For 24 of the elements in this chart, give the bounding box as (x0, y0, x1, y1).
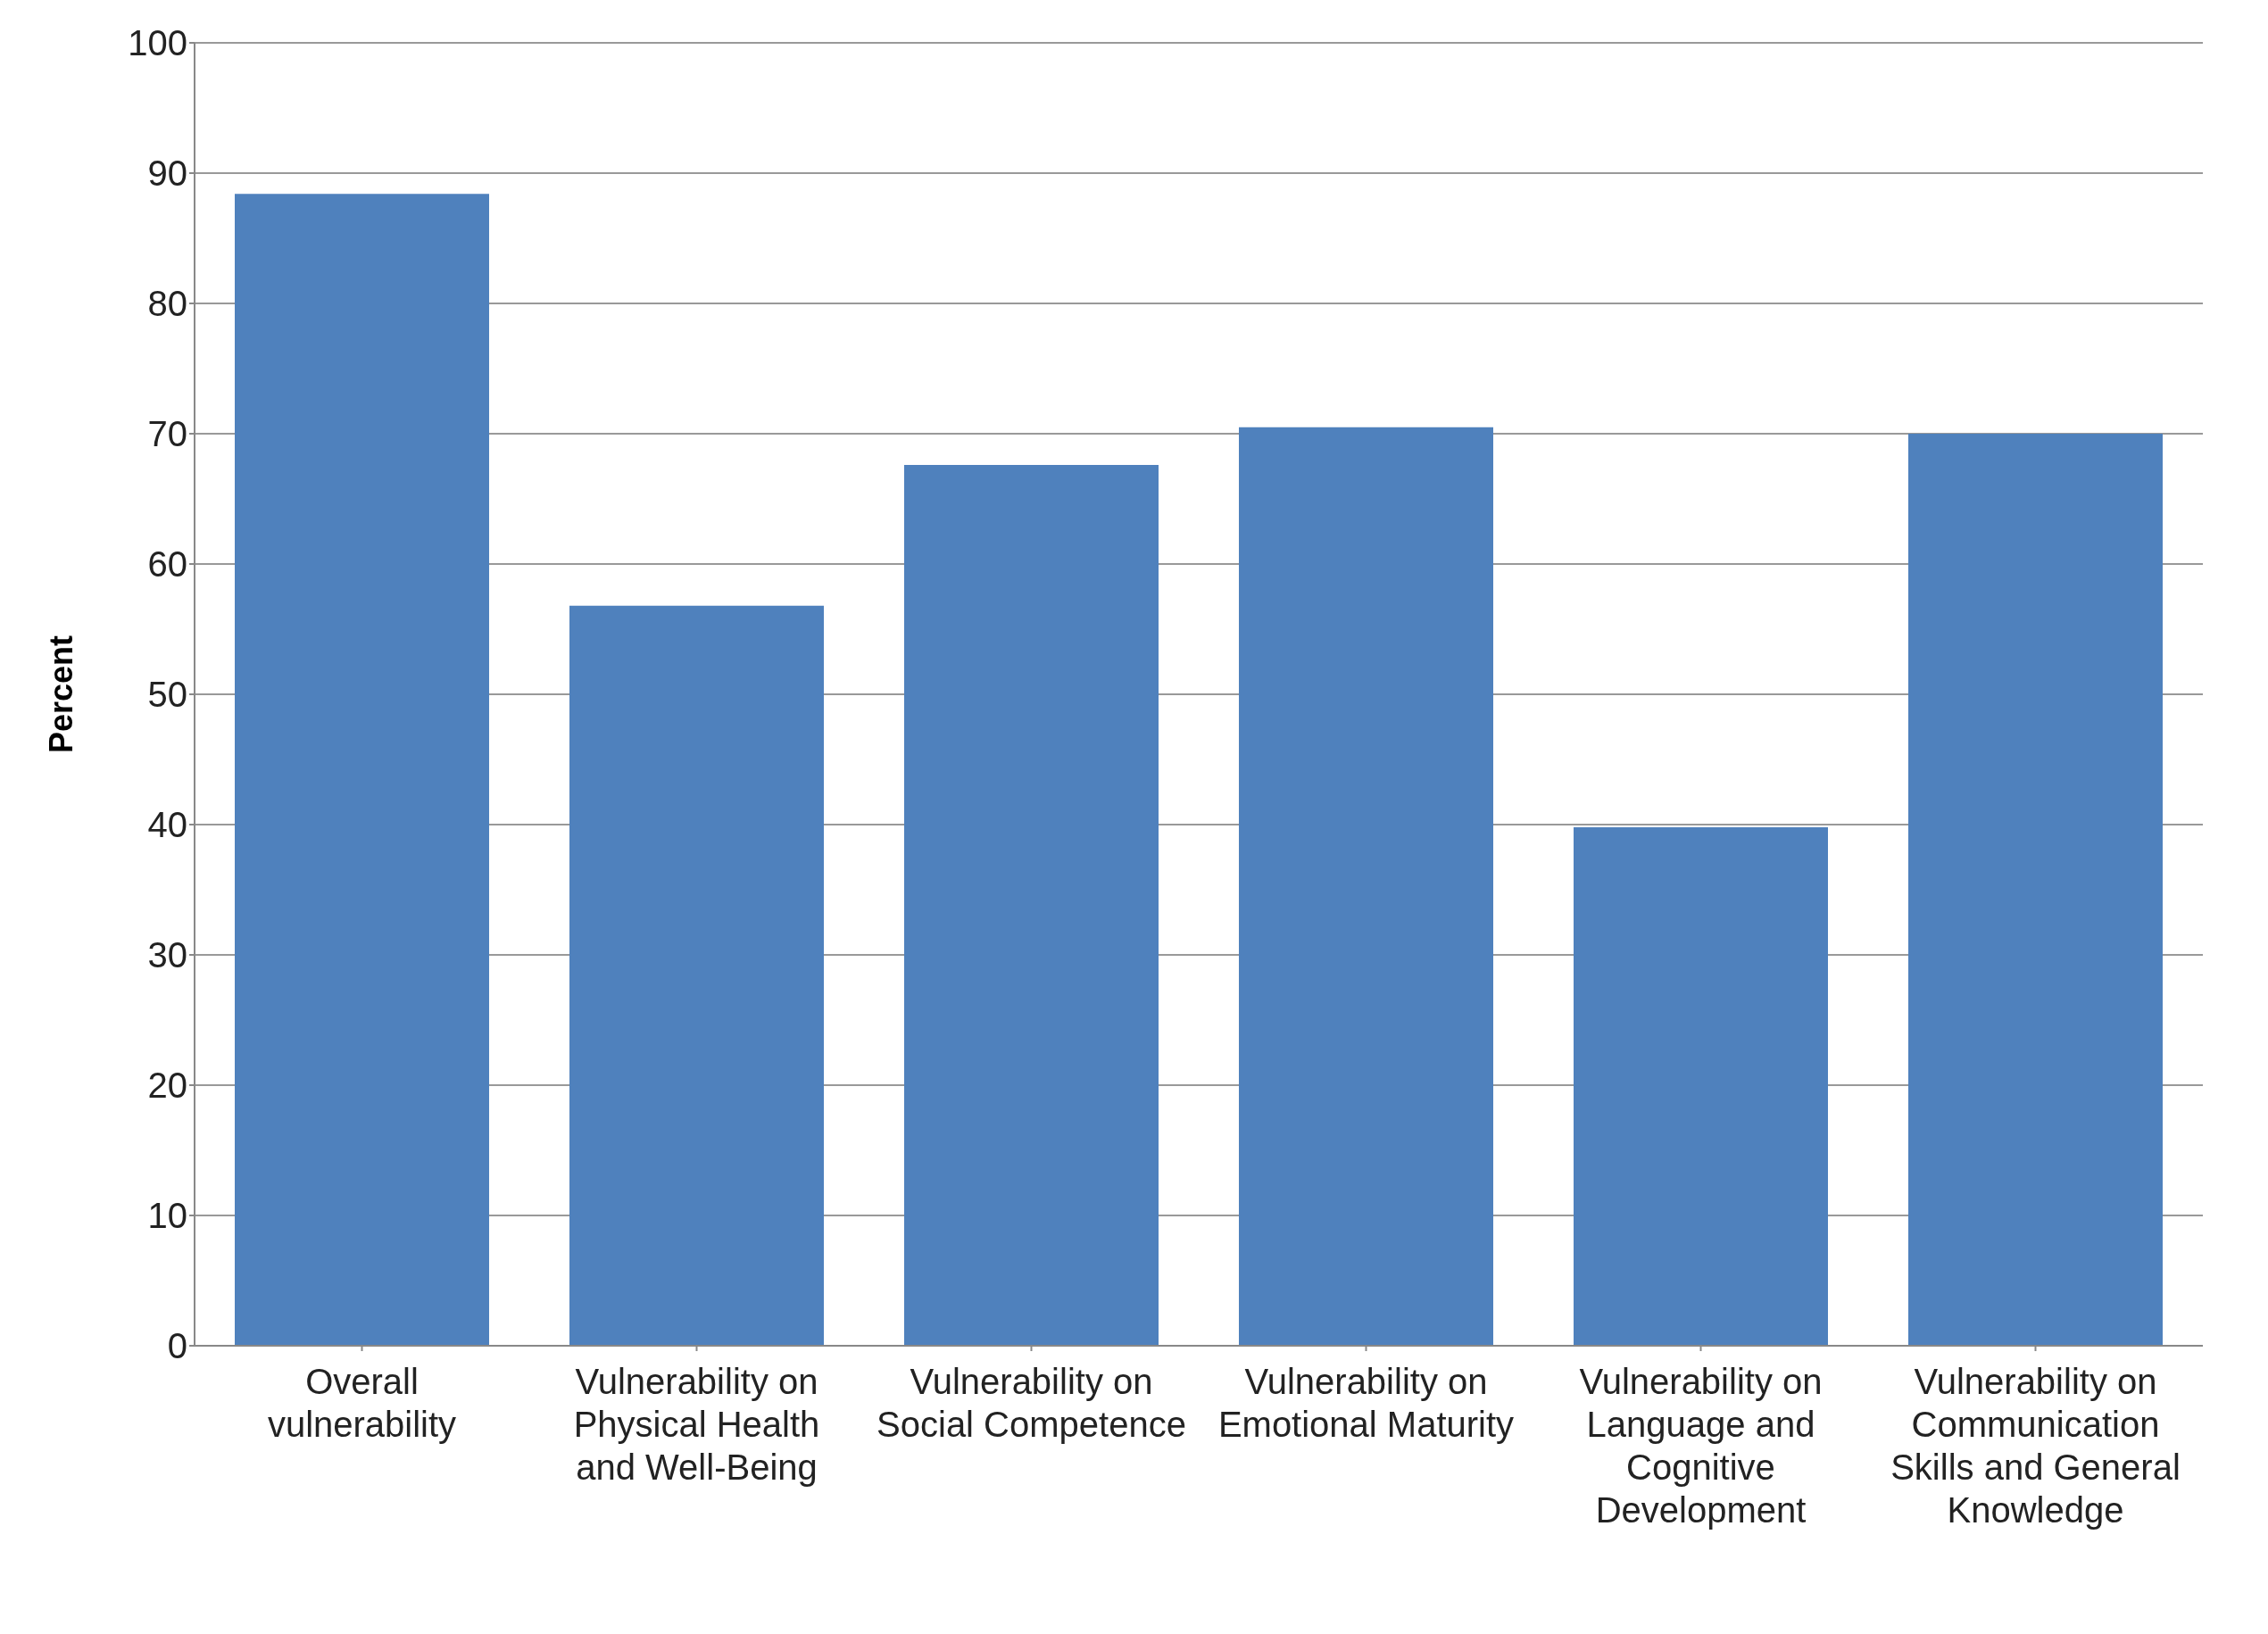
y-axis-title: Percent (42, 635, 79, 754)
y-tick-label: 70 (147, 414, 187, 454)
x-tick-label: Overall vulnerability (267, 1362, 457, 1444)
bar (569, 605, 824, 1346)
x-tick-label: Vulnerability on Physical Health and Well-Being (573, 1362, 820, 1487)
bar (1574, 826, 1828, 1346)
y-tick-label: 50 (147, 675, 187, 715)
y-tick-label: 40 (147, 805, 187, 845)
y-tick-label: 10 (147, 1196, 187, 1236)
bar (1239, 427, 1493, 1346)
y-tick-label: 30 (147, 935, 187, 975)
y-tick-label: 80 (147, 284, 187, 324)
bar (904, 465, 1159, 1346)
y-tick-label: 20 (147, 1066, 187, 1106)
y-tick-label: 0 (167, 1326, 187, 1366)
y-tick-label: 100 (128, 23, 187, 63)
bar (1908, 434, 2163, 1346)
x-tick-label: Vulnerability on Communication Skills and General Knowledge (1890, 1362, 2181, 1530)
y-tick-label: 90 (147, 153, 187, 194)
y-tick-label: 60 (147, 544, 187, 585)
x-tick-label: Vulnerability on Social Competence (876, 1362, 1186, 1444)
x-tick-label: Vulnerability on Language and Cognitive Development (1579, 1362, 1823, 1530)
x-tick-label: Vulnerability on Emotional Maturity (1217, 1362, 1515, 1444)
bar (235, 194, 489, 1346)
